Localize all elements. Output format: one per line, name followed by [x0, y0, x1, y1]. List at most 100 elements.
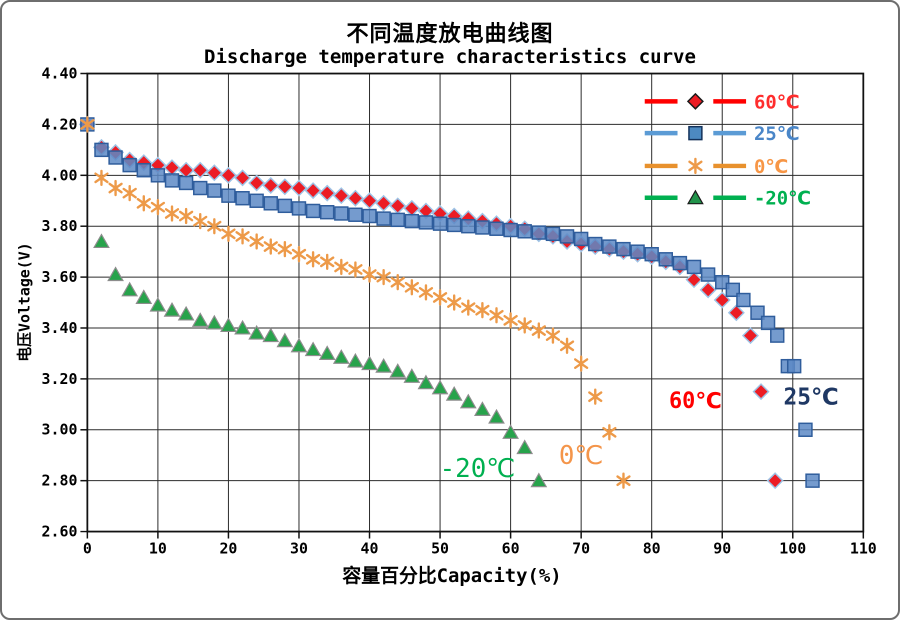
data-point-sm20 [135, 289, 153, 305]
x-tick-label: 30 [290, 539, 308, 557]
data-point-s25 [446, 217, 462, 233]
data-point-sm20 [474, 401, 491, 416]
data-point-s25 [334, 206, 349, 221]
legend-item-s0: 0℃ [644, 156, 788, 178]
data-point-s25 [404, 213, 420, 229]
data-point-s25 [136, 163, 151, 178]
series-s25 [80, 117, 820, 488]
data-point-s60 [361, 192, 379, 210]
data-point-s0 [150, 198, 166, 216]
legend-marker-s25 [688, 125, 703, 141]
data-point-sm20 [304, 341, 322, 357]
data-point-s0 [489, 307, 504, 324]
ann-25c: 25℃ [784, 385, 839, 411]
data-point-s60 [191, 161, 209, 179]
data-point-sm20 [445, 385, 463, 401]
data-point-s0 [545, 327, 561, 344]
data-point-s60 [699, 281, 717, 299]
data-point-sm20 [276, 332, 294, 348]
y-tick-label: 3.80 [42, 217, 78, 235]
data-point-s25 [362, 208, 377, 224]
data-point-s25 [798, 422, 813, 437]
data-point-s25 [531, 225, 547, 240]
data-point-s25 [658, 252, 674, 267]
data-point-s0 [602, 424, 617, 441]
data-point-s25 [418, 215, 434, 230]
data-point-sm20 [93, 233, 110, 249]
data-point-s25 [770, 328, 785, 343]
data-point-s0 [475, 302, 490, 319]
data-point-s60 [163, 159, 181, 177]
data-point-s25 [715, 274, 730, 290]
data-point-s0 [320, 253, 335, 270]
data-point-sm20 [262, 327, 280, 343]
annotations: 60℃ 25℃ 0℃ -20℃ [440, 385, 839, 484]
ann-m20c: -20℃ [440, 454, 516, 484]
data-point-sm20 [121, 281, 139, 297]
data-point-s25 [805, 473, 820, 488]
x-tick-label: 10 [149, 539, 167, 557]
series-s60 [78, 115, 784, 490]
data-point-sm20 [177, 305, 195, 321]
y-tick-label: 3.00 [42, 421, 78, 439]
series-sm20 [93, 233, 548, 488]
data-point-s60 [205, 164, 223, 182]
ann-60c: 60℃ [669, 389, 722, 414]
tick-labels: 4.40 4.20 4.00 3.80 3.60 3.40 3.20 3.00 2.80 2.60… [42, 65, 877, 558]
x-tick-label: 60 [502, 539, 520, 557]
data-point-sm20 [191, 312, 209, 327]
data-point-s0 [277, 240, 293, 258]
data-point-s60 [375, 194, 393, 212]
data-point-s25 [291, 201, 307, 216]
data-point-s25 [517, 224, 532, 239]
data-point-s25 [249, 193, 264, 208]
data-point-s60 [304, 182, 322, 200]
data-point-s0 [178, 207, 194, 225]
data-point-sm20 [502, 424, 519, 439]
data-point-s60 [332, 187, 350, 205]
data-point-s60 [318, 184, 336, 202]
x-tick-label: 0 [83, 539, 92, 557]
data-point-s0 [164, 205, 180, 222]
data-point-s25 [545, 226, 561, 242]
data-point-s0 [305, 251, 321, 268]
data-point-s25 [263, 196, 278, 211]
data-point-s0 [418, 284, 434, 301]
data-point-s25 [559, 229, 575, 244]
y-tick-label: 3.40 [42, 319, 78, 337]
data-point-s25 [164, 173, 180, 188]
x-tick-label: 50 [431, 539, 449, 557]
data-point-sm20 [530, 472, 548, 488]
data-point-s0 [616, 472, 631, 489]
data-point-sm20 [459, 393, 477, 409]
chart-subtitle: Discharge temperature characteristics cu… [204, 46, 696, 68]
data-point-s60 [727, 304, 745, 322]
data-point-s60 [741, 327, 759, 345]
data-point-s25 [432, 216, 448, 231]
data-point-s0 [348, 261, 363, 278]
data-point-s60 [276, 178, 294, 196]
data-point-sm20 [220, 317, 237, 333]
data-point-s60 [346, 189, 364, 207]
data-point-s0 [376, 268, 391, 286]
data-point-s25 [503, 222, 518, 238]
y-tick-label: 4.40 [42, 65, 78, 83]
data-point-s0 [573, 355, 589, 372]
data-point-s0 [221, 225, 236, 242]
data-point-sm20 [488, 408, 505, 424]
data-point-s0 [235, 228, 250, 245]
data-point-s25 [736, 292, 751, 308]
chart-title: 不同温度放电曲线图 [346, 22, 554, 47]
x-tick-label: 70 [572, 539, 590, 557]
data-point-sm20 [361, 355, 378, 371]
x-tick-label: 110 [850, 539, 877, 557]
data-point-sm20 [431, 379, 449, 395]
legend-item-s25: 25℃ [644, 123, 800, 145]
data-point-s60 [766, 472, 784, 490]
data-point-s0 [80, 116, 95, 133]
data-point-s60 [262, 176, 280, 195]
data-point-s25 [644, 246, 659, 262]
data-point-s25 [461, 219, 476, 234]
